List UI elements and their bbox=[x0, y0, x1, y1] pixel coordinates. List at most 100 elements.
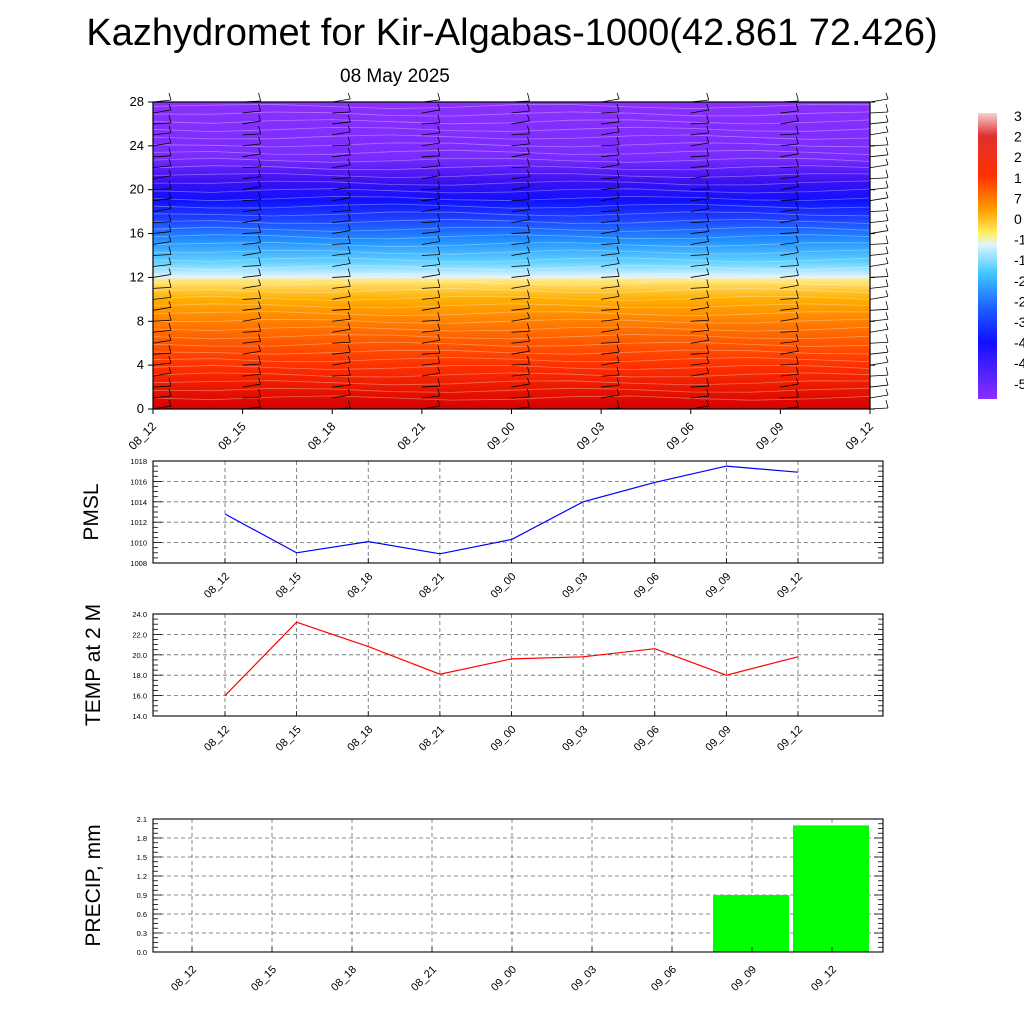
wind-barb-staff bbox=[780, 166, 799, 169]
x-tick-label: 09_06 bbox=[649, 964, 679, 994]
wind-barb-flag bbox=[706, 399, 710, 407]
wind-barb-flag bbox=[885, 367, 889, 376]
y-tick-label: 22.0 bbox=[132, 630, 147, 639]
wind-barb-staff bbox=[152, 208, 172, 213]
wind-barb bbox=[332, 147, 351, 158]
wind-barb-staff bbox=[780, 330, 799, 333]
wind-barb-flag bbox=[795, 191, 799, 200]
wind-barb-flag bbox=[527, 366, 530, 375]
wind-barb-staff bbox=[511, 350, 530, 355]
wind-barb-staff bbox=[869, 285, 889, 289]
wind-barb-staff bbox=[332, 308, 351, 311]
wind-barb bbox=[690, 191, 710, 202]
wind-barb-staff bbox=[601, 121, 620, 125]
wind-barb-staff bbox=[421, 274, 440, 278]
wind-barb-flag bbox=[258, 257, 262, 266]
wind-barb-staff bbox=[601, 253, 620, 256]
wind-barb-staff bbox=[242, 143, 261, 147]
wind-barb bbox=[421, 92, 441, 103]
wind-barb-flag bbox=[347, 301, 351, 310]
wind-barb-staff bbox=[152, 198, 172, 202]
wind-barb bbox=[690, 312, 710, 322]
wind-barb bbox=[780, 169, 799, 180]
wind-barb-flag bbox=[437, 312, 441, 321]
x-tick-label: 08_21 bbox=[417, 571, 447, 601]
wind-barb-staff bbox=[780, 350, 799, 355]
wind-barb bbox=[421, 213, 441, 224]
contour-line bbox=[152, 287, 871, 294]
contour-line bbox=[152, 334, 871, 340]
x-tick-label: 09_12 bbox=[809, 964, 839, 994]
wind-barb-staff bbox=[780, 143, 799, 147]
wind-barb bbox=[242, 103, 262, 114]
wind-barb bbox=[869, 399, 889, 410]
wind-barb bbox=[421, 191, 441, 202]
wind-barb-flag bbox=[795, 268, 799, 276]
x-tick-label: 09_00 bbox=[489, 964, 519, 994]
wind-barb-staff bbox=[332, 220, 351, 224]
wind-barb bbox=[332, 191, 351, 202]
wind-barb-staff bbox=[421, 296, 440, 300]
wind-barb-flag bbox=[258, 345, 262, 352]
wind-barb-flag bbox=[795, 103, 799, 112]
wind-barb-staff bbox=[152, 165, 172, 169]
wind-barb-staff bbox=[152, 264, 172, 267]
contour-line bbox=[152, 387, 871, 393]
wind-barb-flag bbox=[616, 377, 620, 386]
wind-barb-staff bbox=[242, 317, 261, 322]
wind-barb-staff bbox=[332, 384, 351, 388]
wind-barb-flag bbox=[347, 180, 351, 188]
wind-barb-flag bbox=[347, 323, 351, 330]
wind-barb-flag bbox=[437, 377, 441, 387]
wind-barb bbox=[690, 366, 710, 377]
wind-barb-staff bbox=[601, 197, 620, 202]
wind-barb bbox=[780, 334, 799, 344]
contour-line bbox=[152, 165, 871, 171]
wind-barb bbox=[869, 345, 889, 355]
wind-barb-flag bbox=[616, 257, 620, 264]
wind-barb-staff bbox=[332, 131, 351, 136]
wind-barb-flag bbox=[706, 323, 710, 331]
wind-barb bbox=[421, 290, 441, 300]
wind-barb-staff bbox=[421, 286, 440, 289]
wind-barb bbox=[601, 334, 620, 344]
wind-barb-flag bbox=[437, 366, 441, 374]
wind-barb bbox=[780, 345, 799, 355]
wind-barb-flag bbox=[168, 345, 172, 354]
wind-barb bbox=[242, 224, 262, 234]
wind-barb-staff bbox=[690, 221, 709, 224]
wind-barb-staff bbox=[511, 209, 530, 213]
wind-barb-staff bbox=[242, 232, 261, 234]
wind-barb bbox=[601, 92, 620, 103]
wind-barb bbox=[780, 356, 799, 366]
wind-barb-flag bbox=[885, 103, 889, 113]
wind-barb bbox=[332, 114, 351, 125]
wind-barb-flag bbox=[258, 158, 262, 167]
wind-barb-staff bbox=[421, 132, 440, 136]
contour-line bbox=[152, 241, 871, 248]
wind-barb-flag bbox=[437, 136, 441, 143]
wind-barb-flag bbox=[258, 268, 262, 276]
wind-barb-flag bbox=[527, 202, 530, 210]
wind-barb-flag bbox=[706, 180, 710, 189]
wind-barb-flag bbox=[347, 377, 351, 386]
wind-barb-staff bbox=[332, 154, 351, 158]
colorbar-labels: 3 2 2 1 7 0 -1 -1 -2 -2 -3 -4 -4 -5 bbox=[1014, 108, 1024, 392]
x-tick-label: 08_12 bbox=[169, 964, 199, 994]
wind-barb bbox=[690, 235, 710, 245]
wind-barb-staff bbox=[332, 263, 351, 267]
y-tick-label: 14.0 bbox=[132, 712, 147, 721]
wind-barb bbox=[152, 388, 172, 399]
wind-barb-flag bbox=[437, 399, 441, 407]
wind-barb-flag bbox=[706, 290, 710, 298]
wind-barb-flag bbox=[616, 279, 620, 287]
wind-barb-staff bbox=[511, 120, 530, 125]
y-tick-label: 1016 bbox=[130, 477, 147, 486]
wind-barb bbox=[421, 114, 441, 125]
wind-barb bbox=[421, 268, 441, 278]
wind-barb-staff bbox=[152, 306, 172, 311]
wind-barb bbox=[152, 246, 172, 256]
wind-barb-flag bbox=[616, 136, 620, 145]
wind-barb-staff bbox=[869, 394, 889, 399]
wind-barb-staff bbox=[690, 132, 709, 136]
